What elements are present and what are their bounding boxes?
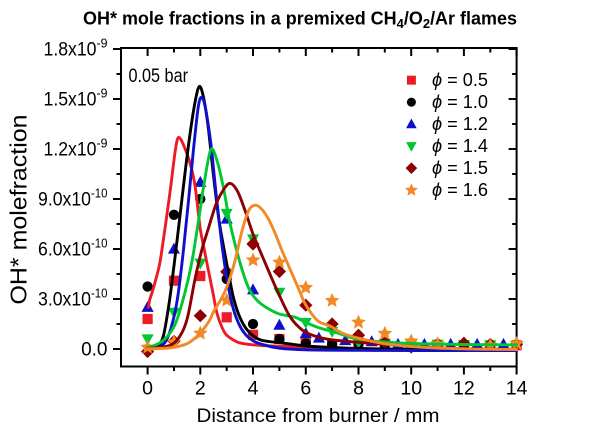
svg-text:6: 6 (300, 378, 311, 400)
svg-text:0.05 bar: 0.05 bar (129, 66, 189, 87)
svg-text:1.8x10: 1.8x10 (44, 40, 97, 61)
svg-text:9.0x10: 9.0x10 (38, 190, 91, 211)
svg-text:12: 12 (453, 378, 475, 400)
svg-text:10: 10 (400, 378, 422, 400)
svg-text:2: 2 (195, 378, 206, 400)
svg-text:-10: -10 (91, 186, 108, 201)
svg-text:ϕ = 1.6: ϕ = 1.6 (432, 179, 488, 200)
svg-text:1.2x10: 1.2x10 (44, 140, 97, 161)
svg-text:-10: -10 (91, 286, 108, 301)
svg-text:1.5x10: 1.5x10 (44, 90, 97, 111)
svg-text:8: 8 (353, 378, 364, 400)
svg-text:ϕ = 1.5: ϕ = 1.5 (432, 157, 488, 178)
svg-text:ϕ = 0.5: ϕ = 0.5 (432, 69, 488, 90)
svg-text:OH* mole fractions in a premix: OH* mole fractions in a premixed CH4/O2/… (83, 9, 517, 32)
svg-text:Distance from burner / mm: Distance from burner / mm (197, 406, 440, 427)
svg-text:-9: -9 (97, 36, 108, 51)
svg-text:-9: -9 (97, 136, 108, 151)
svg-text:0: 0 (142, 378, 153, 400)
svg-text:ϕ = 1.0: ϕ = 1.0 (432, 91, 488, 112)
svg-text:-10: -10 (91, 236, 108, 251)
svg-text:14: 14 (506, 378, 528, 400)
svg-text:3.0x10: 3.0x10 (38, 290, 91, 311)
svg-text:4: 4 (248, 378, 259, 400)
svg-text:0.0: 0.0 (81, 340, 107, 361)
svg-text:ϕ = 1.4: ϕ = 1.4 (432, 135, 488, 156)
svg-text:6.0x10: 6.0x10 (38, 240, 91, 261)
svg-text:ϕ = 1.2: ϕ = 1.2 (432, 113, 488, 134)
svg-text:OH* molefraction: OH* molefraction (6, 115, 32, 305)
svg-text:-9: -9 (97, 86, 108, 101)
